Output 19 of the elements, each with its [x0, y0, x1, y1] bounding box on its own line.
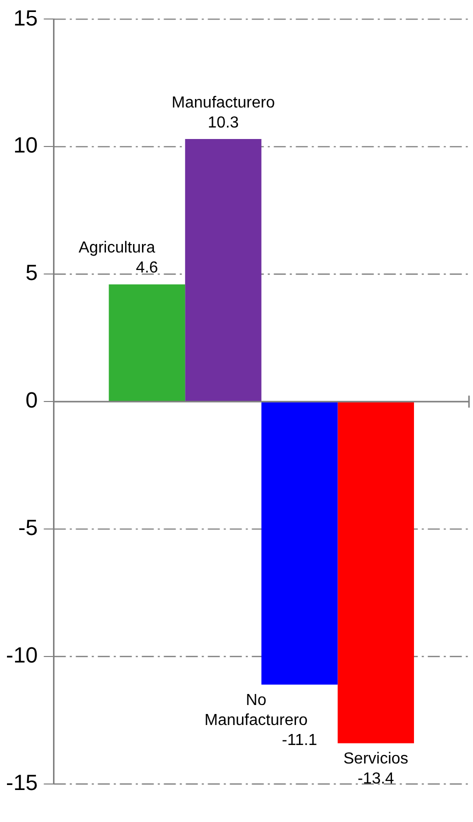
- y-tick-label: -5: [18, 515, 38, 540]
- series-label: Manufacturero: [172, 94, 275, 112]
- bar: [338, 402, 414, 744]
- y-tick-label: 10: [13, 132, 38, 158]
- y-tick-label: -15: [6, 770, 38, 796]
- data-label: -13.4: [358, 770, 394, 788]
- y-tick-label: 5: [26, 260, 38, 286]
- data-label: 10.3: [208, 114, 239, 132]
- y-tick-label: 0: [26, 388, 38, 413]
- bar: [261, 402, 338, 685]
- series-label: Servicios: [343, 750, 408, 768]
- data-label: -11.1: [282, 732, 318, 749]
- bar: [185, 139, 262, 402]
- y-tick-label: 15: [13, 5, 38, 30]
- series-label: No Manufacturero: [204, 692, 308, 729]
- series-label: Agricultura: [78, 240, 156, 257]
- y-tick-label: -10: [6, 642, 38, 668]
- data-label: 4.6: [136, 260, 158, 277]
- bar: [108, 284, 186, 402]
